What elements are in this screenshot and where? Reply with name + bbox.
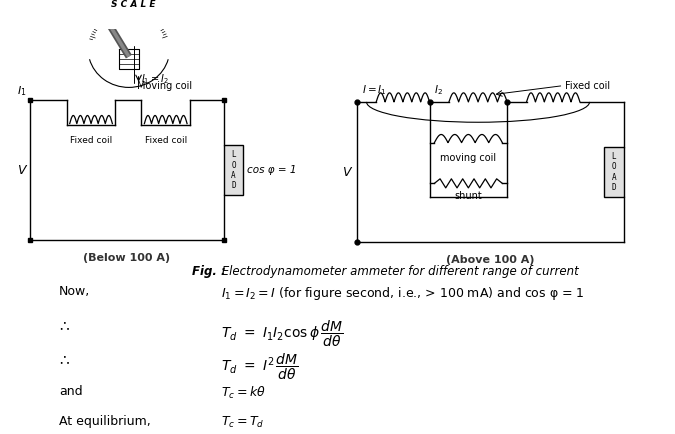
Text: shunt: shunt (454, 191, 482, 201)
Text: V: V (17, 164, 25, 177)
Text: Moving coil: Moving coil (134, 46, 192, 91)
Text: ∴: ∴ (59, 352, 69, 367)
Text: ∴: ∴ (59, 318, 69, 333)
Text: (Below 100 A): (Below 100 A) (84, 253, 171, 263)
Text: Now,: Now, (59, 285, 90, 298)
Text: $T_c = T_d$: $T_c = T_d$ (221, 415, 265, 430)
Text: S C A L E: S C A L E (111, 0, 156, 9)
Text: L
O
A
D: L O A D (232, 150, 236, 191)
Bar (604, 147, 624, 197)
Text: V: V (342, 165, 351, 178)
Text: moving coil: moving coil (440, 154, 496, 164)
Text: L
O
A
D: L O A D (612, 152, 616, 192)
Text: Electrodynamometer ammeter for different range of current: Electrodynamometer ammeter for different… (218, 265, 579, 278)
Text: and: and (59, 385, 82, 398)
Text: Fig. :: Fig. : (192, 265, 225, 278)
Text: cos φ = 1: cos φ = 1 (247, 165, 297, 175)
Text: $T_d\ =\ I^2\,\dfrac{dM}{d\theta}$: $T_d\ =\ I^2\,\dfrac{dM}{d\theta}$ (221, 352, 299, 382)
Text: $I_1$: $I_1$ (17, 85, 26, 98)
Text: $T_d\ =\ I_1 I_2 \cos\phi\,\dfrac{dM}{d\theta}$: $T_d\ =\ I_1 I_2 \cos\phi\,\dfrac{dM}{d\… (221, 318, 343, 349)
Text: $T_c = k\theta$: $T_c = k\theta$ (221, 385, 266, 401)
Text: (Above 100 A): (Above 100 A) (446, 255, 535, 265)
Text: $I_1 = I_2 = I$ (for figure second, i.e., > 100 mA) and cos φ = 1: $I_1 = I_2 = I$ (for figure second, i.e.… (221, 285, 585, 302)
Text: Fixed coil: Fixed coil (70, 136, 112, 145)
Text: At equilibrium,: At equilibrium, (59, 415, 151, 428)
Text: $I_2$: $I_2$ (435, 84, 443, 97)
Bar (224, 145, 243, 195)
Text: Fixed coil: Fixed coil (566, 81, 610, 91)
Text: $I = I_1$: $I = I_1$ (362, 84, 387, 97)
Text: $I_1 = I_2$: $I_1 = I_2$ (142, 72, 169, 86)
Text: Fixed coil: Fixed coil (144, 136, 187, 145)
